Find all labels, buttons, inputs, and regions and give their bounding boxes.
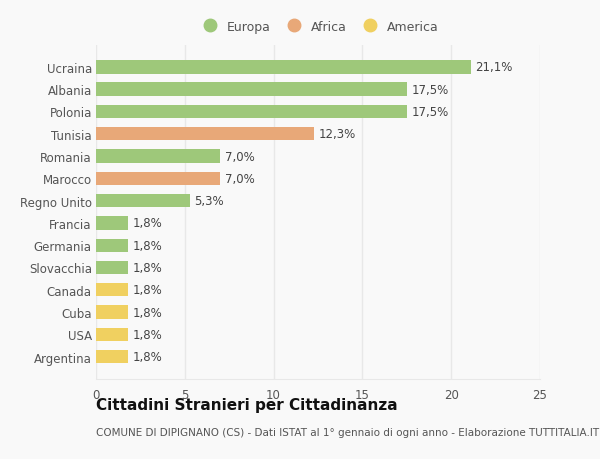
Text: 7,0%: 7,0% (225, 173, 254, 185)
Text: 1,8%: 1,8% (133, 306, 162, 319)
Text: Cittadini Stranieri per Cittadinanza: Cittadini Stranieri per Cittadinanza (96, 397, 398, 412)
Bar (96, 61, 471, 74)
Bar (96, 239, 128, 252)
Text: 1,8%: 1,8% (133, 328, 162, 341)
Bar (96, 261, 128, 274)
Text: 17,5%: 17,5% (411, 84, 448, 96)
Bar (96, 83, 407, 96)
Bar (96, 172, 220, 185)
Legend: Europa, Africa, America: Europa, Africa, America (192, 16, 444, 39)
Text: 1,8%: 1,8% (133, 284, 162, 297)
Bar (96, 217, 128, 230)
Bar (96, 306, 128, 319)
Text: 1,8%: 1,8% (133, 262, 162, 274)
Text: 1,8%: 1,8% (133, 217, 162, 230)
Bar (96, 350, 128, 364)
Text: 1,8%: 1,8% (133, 350, 162, 364)
Text: 12,3%: 12,3% (319, 128, 356, 141)
Text: COMUNE DI DIPIGNANO (CS) - Dati ISTAT al 1° gennaio di ogni anno - Elaborazione : COMUNE DI DIPIGNANO (CS) - Dati ISTAT al… (96, 427, 599, 437)
Bar (96, 106, 407, 119)
Bar (96, 328, 128, 341)
Bar (96, 284, 128, 297)
Bar (96, 128, 314, 141)
Bar (96, 195, 190, 208)
Text: 21,1%: 21,1% (475, 61, 512, 74)
Text: 17,5%: 17,5% (411, 106, 448, 119)
Text: 1,8%: 1,8% (133, 239, 162, 252)
Text: 5,3%: 5,3% (194, 195, 224, 207)
Bar (96, 150, 220, 163)
Text: 7,0%: 7,0% (225, 150, 254, 163)
